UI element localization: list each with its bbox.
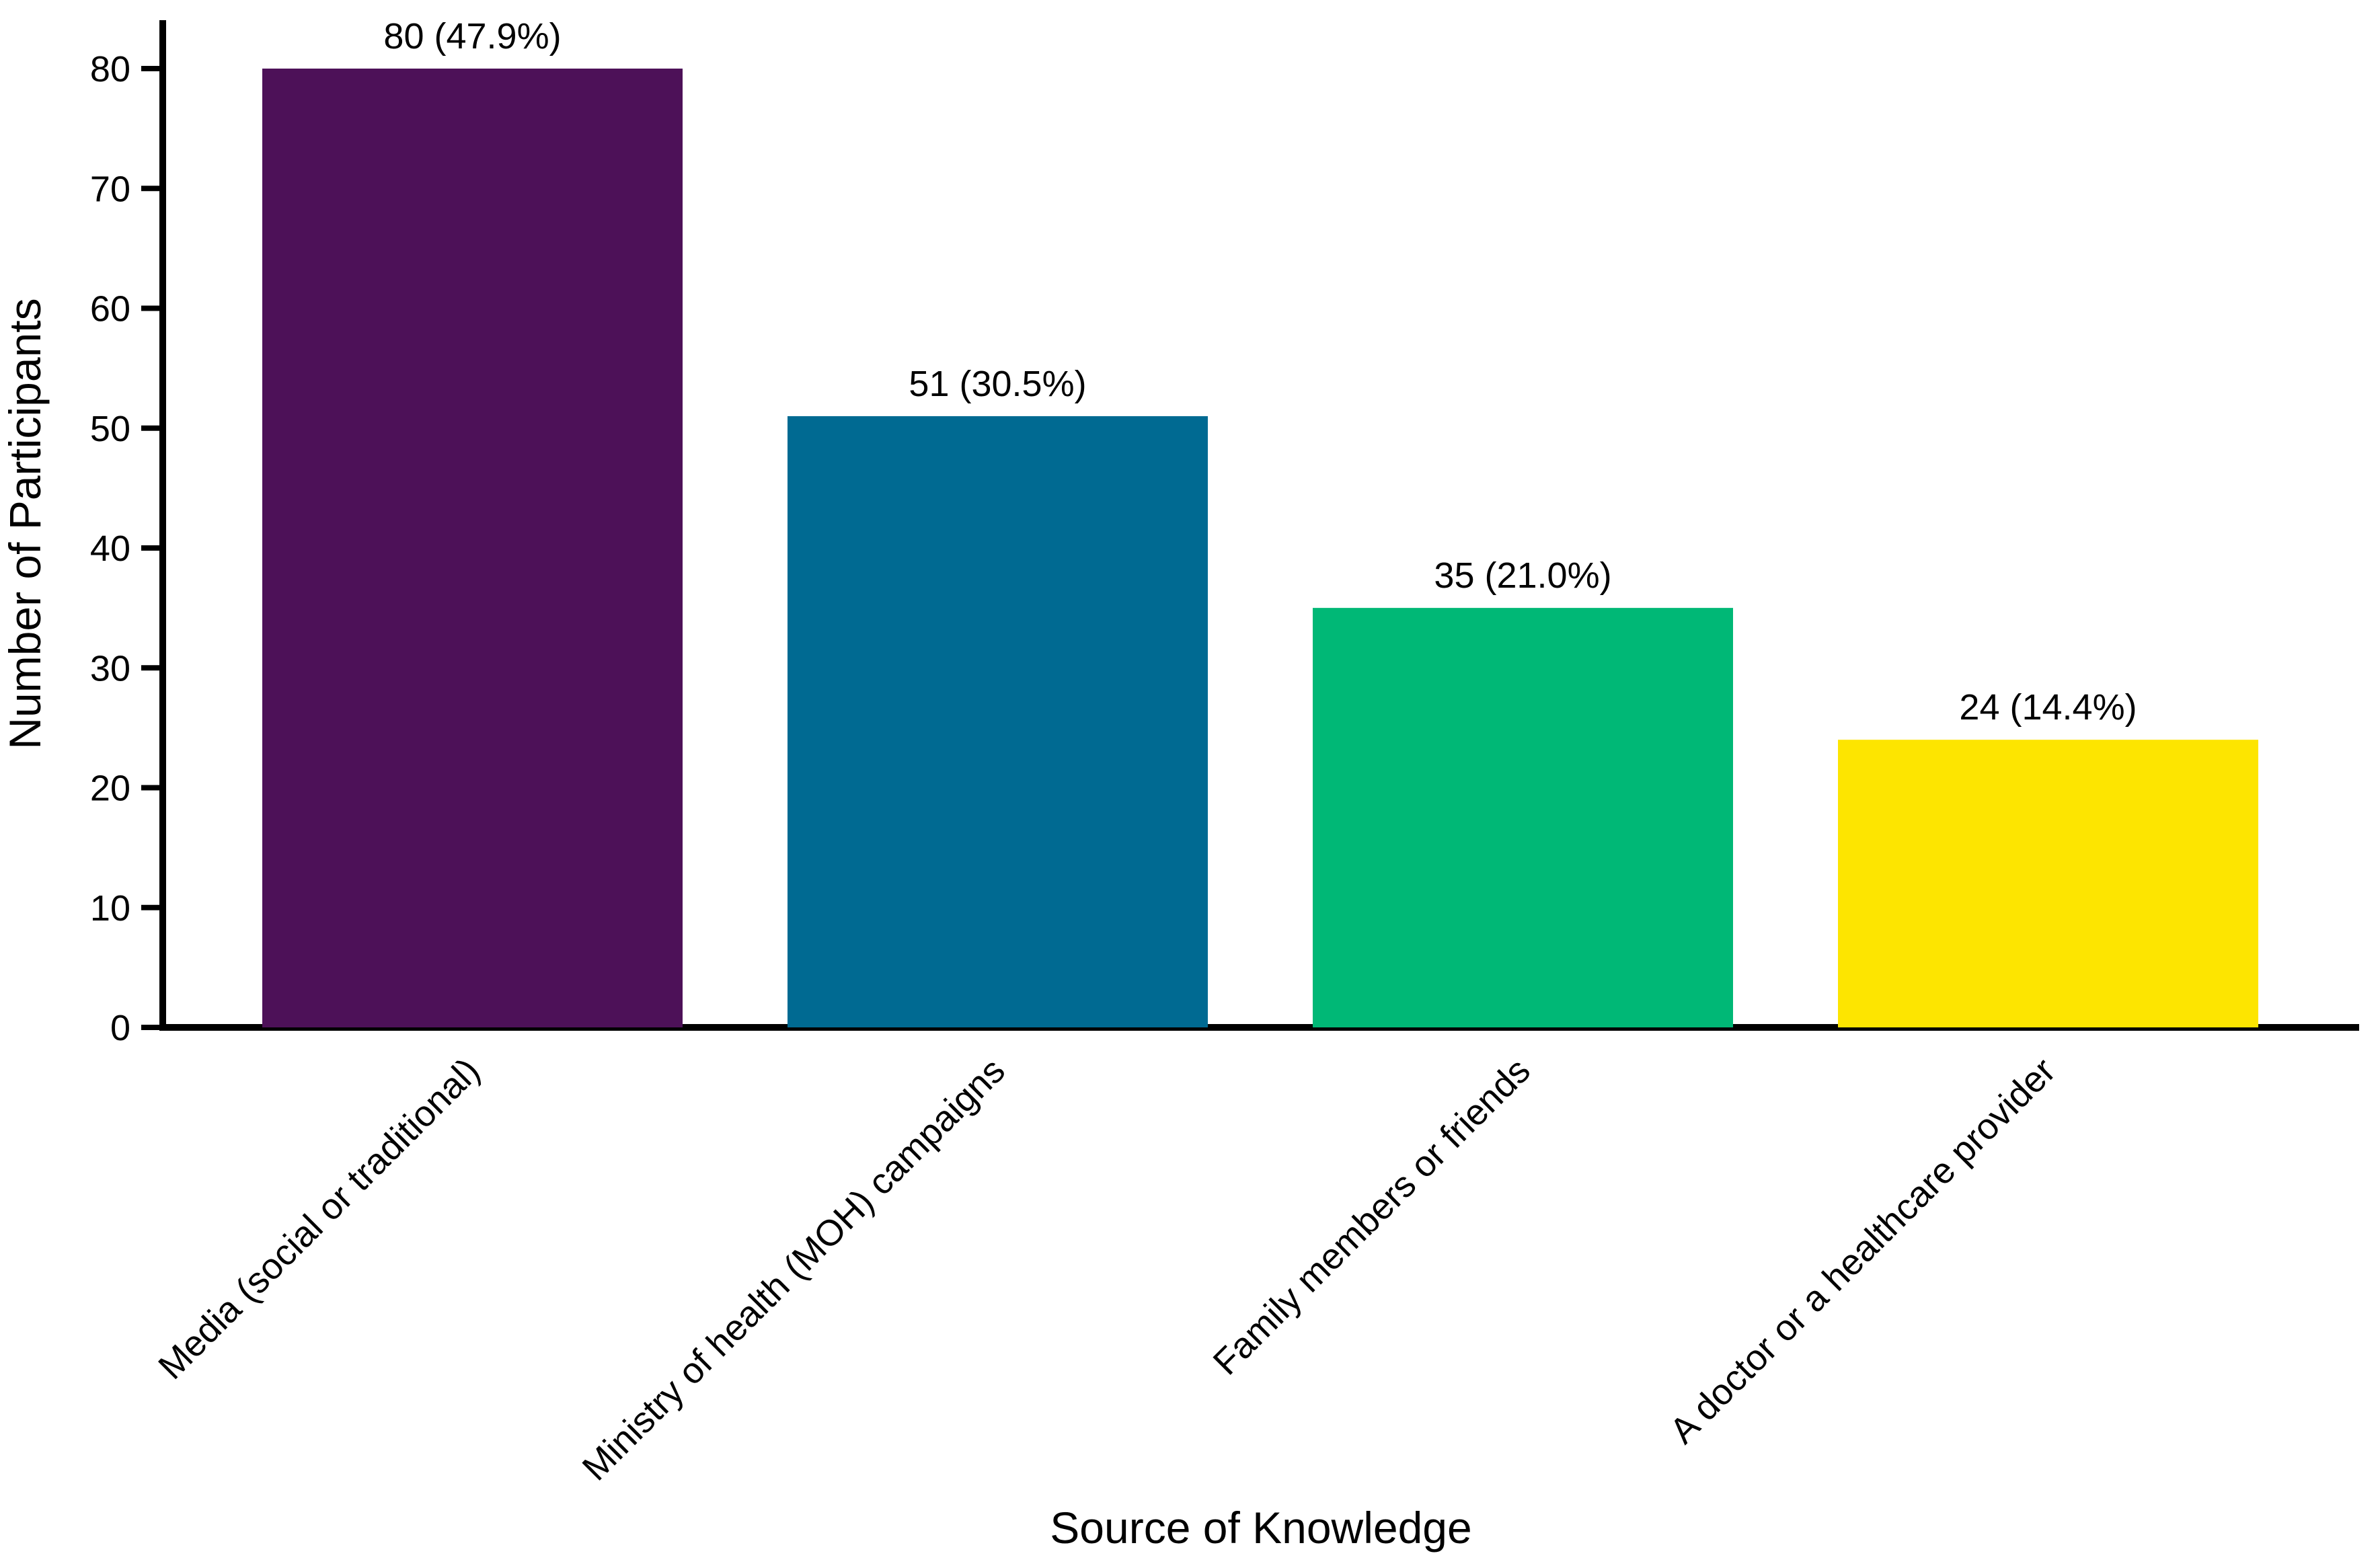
bars (262, 69, 2258, 1027)
bar-1 (262, 69, 683, 1027)
x-axis-category-labels: Media (social or traditional) Ministry of… (151, 1050, 2063, 1488)
bar-3 (1313, 608, 1733, 1027)
bar-value-label-1: 80 (47.9%) (383, 16, 561, 56)
y-tick-label-80: 80 (90, 49, 130, 89)
y-tick-label-40: 40 (90, 528, 130, 569)
x-tick-label-1: Media (social or traditional) (151, 1050, 488, 1387)
y-tick-label-30: 30 (90, 648, 130, 689)
bar-value-label-3: 35 (21.0%) (1434, 555, 1611, 596)
y-axis-ticks: 0 10 20 30 40 50 60 70 80 (90, 49, 163, 1048)
x-axis-title: Source of Knowledge (1050, 1503, 1471, 1553)
x-tick-label-4: A doctor or a healthcare provider (1662, 1050, 2063, 1451)
bar-2 (788, 416, 1208, 1027)
y-tick-label-70: 70 (90, 169, 130, 209)
y-tick-label-20: 20 (90, 769, 130, 809)
bar-value-labels: 80 (47.9%) 51 (30.5%) 35 (21.0%) 24 (14.4%) (383, 16, 2137, 728)
bar-value-label-4: 24 (14.4%) (1959, 687, 2137, 728)
x-tick-label-3: Family members or friends (1206, 1050, 1538, 1382)
y-tick-label-60: 60 (90, 289, 130, 329)
y-tick-label-10: 10 (90, 888, 130, 929)
x-tick-label-2: Ministry of health (MOH) campaigns (575, 1050, 1013, 1488)
y-axis-title: Number of Participants (0, 298, 50, 749)
bar-value-label-2: 51 (30.5%) (909, 364, 1086, 404)
y-tick-label-0: 0 (110, 1008, 130, 1048)
y-tick-label-50: 50 (90, 409, 130, 449)
bar-4 (1838, 740, 2258, 1027)
